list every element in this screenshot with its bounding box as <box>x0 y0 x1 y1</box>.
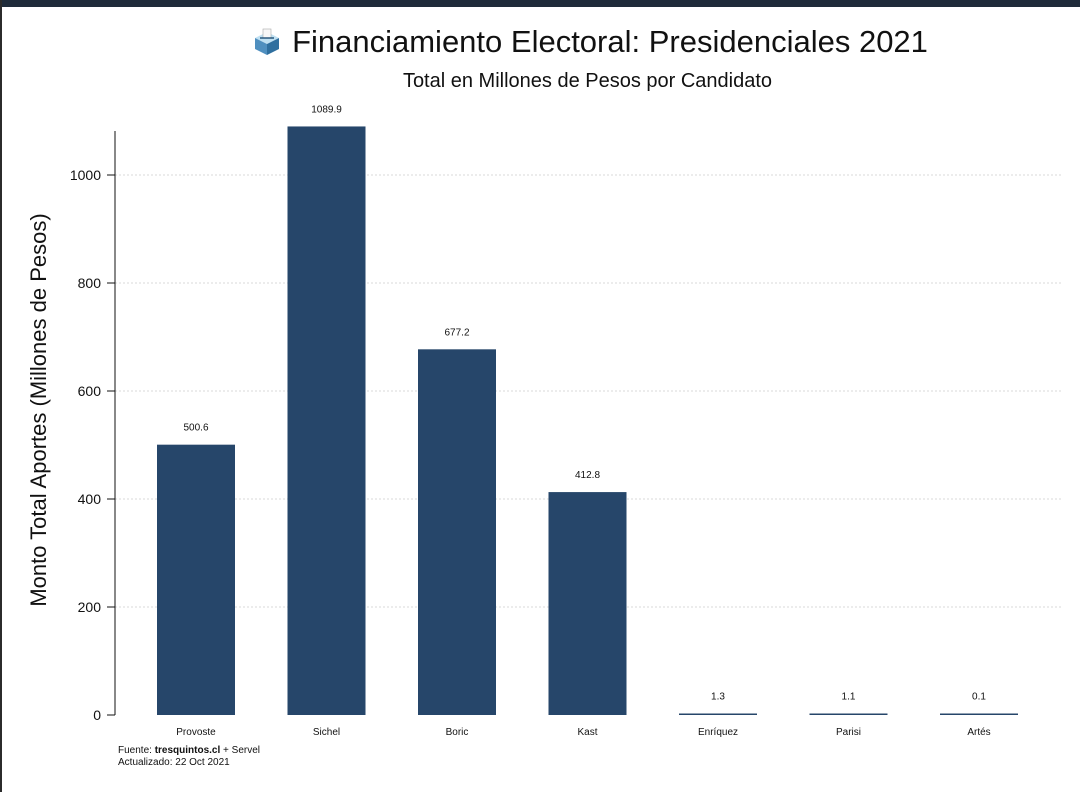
bar <box>418 349 496 715</box>
chart-title: Financiamiento Electoral: Presidenciales… <box>292 24 928 59</box>
y-tick-label: 800 <box>78 275 102 291</box>
bar <box>157 444 235 715</box>
bar <box>548 492 627 715</box>
data-label: 1.3 <box>711 692 725 703</box>
y-tick-label: 200 <box>78 599 102 615</box>
bar <box>679 713 757 715</box>
data-label: 412.8 <box>575 470 600 481</box>
x-tick-label: Artés <box>967 727 990 738</box>
y-tick-label: 0 <box>93 707 101 723</box>
bar <box>940 713 1018 715</box>
x-tick-label: Boric <box>446 727 469 738</box>
source-line: Fuente: tresquintos.cl + Servel <box>118 745 260 757</box>
source-site: tresquintos.cl <box>154 745 221 756</box>
top-frame-bar <box>0 0 1080 7</box>
chart-title-row: Financiamiento Electoral: Presidenciales… <box>0 24 1080 60</box>
x-tick-label: Parisi <box>836 727 861 738</box>
source-suffix: + Servel <box>220 745 261 756</box>
bar <box>809 713 888 715</box>
data-label: 677.2 <box>444 327 469 338</box>
data-label: 0.1 <box>972 692 986 703</box>
ballot-box-icon <box>252 27 282 57</box>
bar <box>287 126 366 716</box>
chart-subtitle: Total en Millones de Pesos por Candidato <box>402 70 773 92</box>
chart-footer: Fuente: tresquintos.cl + Servel Actualiz… <box>118 745 260 769</box>
y-tick-label: 400 <box>78 491 102 507</box>
y-tick-label: 600 <box>78 383 102 399</box>
y-tick-label: 1000 <box>70 167 101 183</box>
left-frame-border <box>0 0 2 792</box>
data-label: 1089.9 <box>311 104 342 115</box>
x-tick-label: Kast <box>577 727 597 738</box>
source-prefix: Fuente: <box>118 745 155 756</box>
y-axis-label: Monto Total Aportes (Millones de Pesos) <box>26 213 51 606</box>
x-tick-label: Sichel <box>313 727 340 738</box>
data-label: 1.1 <box>842 692 856 703</box>
updated-line: Actualizado: 22 Oct 2021 <box>118 757 230 768</box>
data-label: 500.6 <box>183 423 208 434</box>
x-tick-label: Provoste <box>176 727 216 738</box>
x-tick-label: Enríquez <box>698 727 738 738</box>
